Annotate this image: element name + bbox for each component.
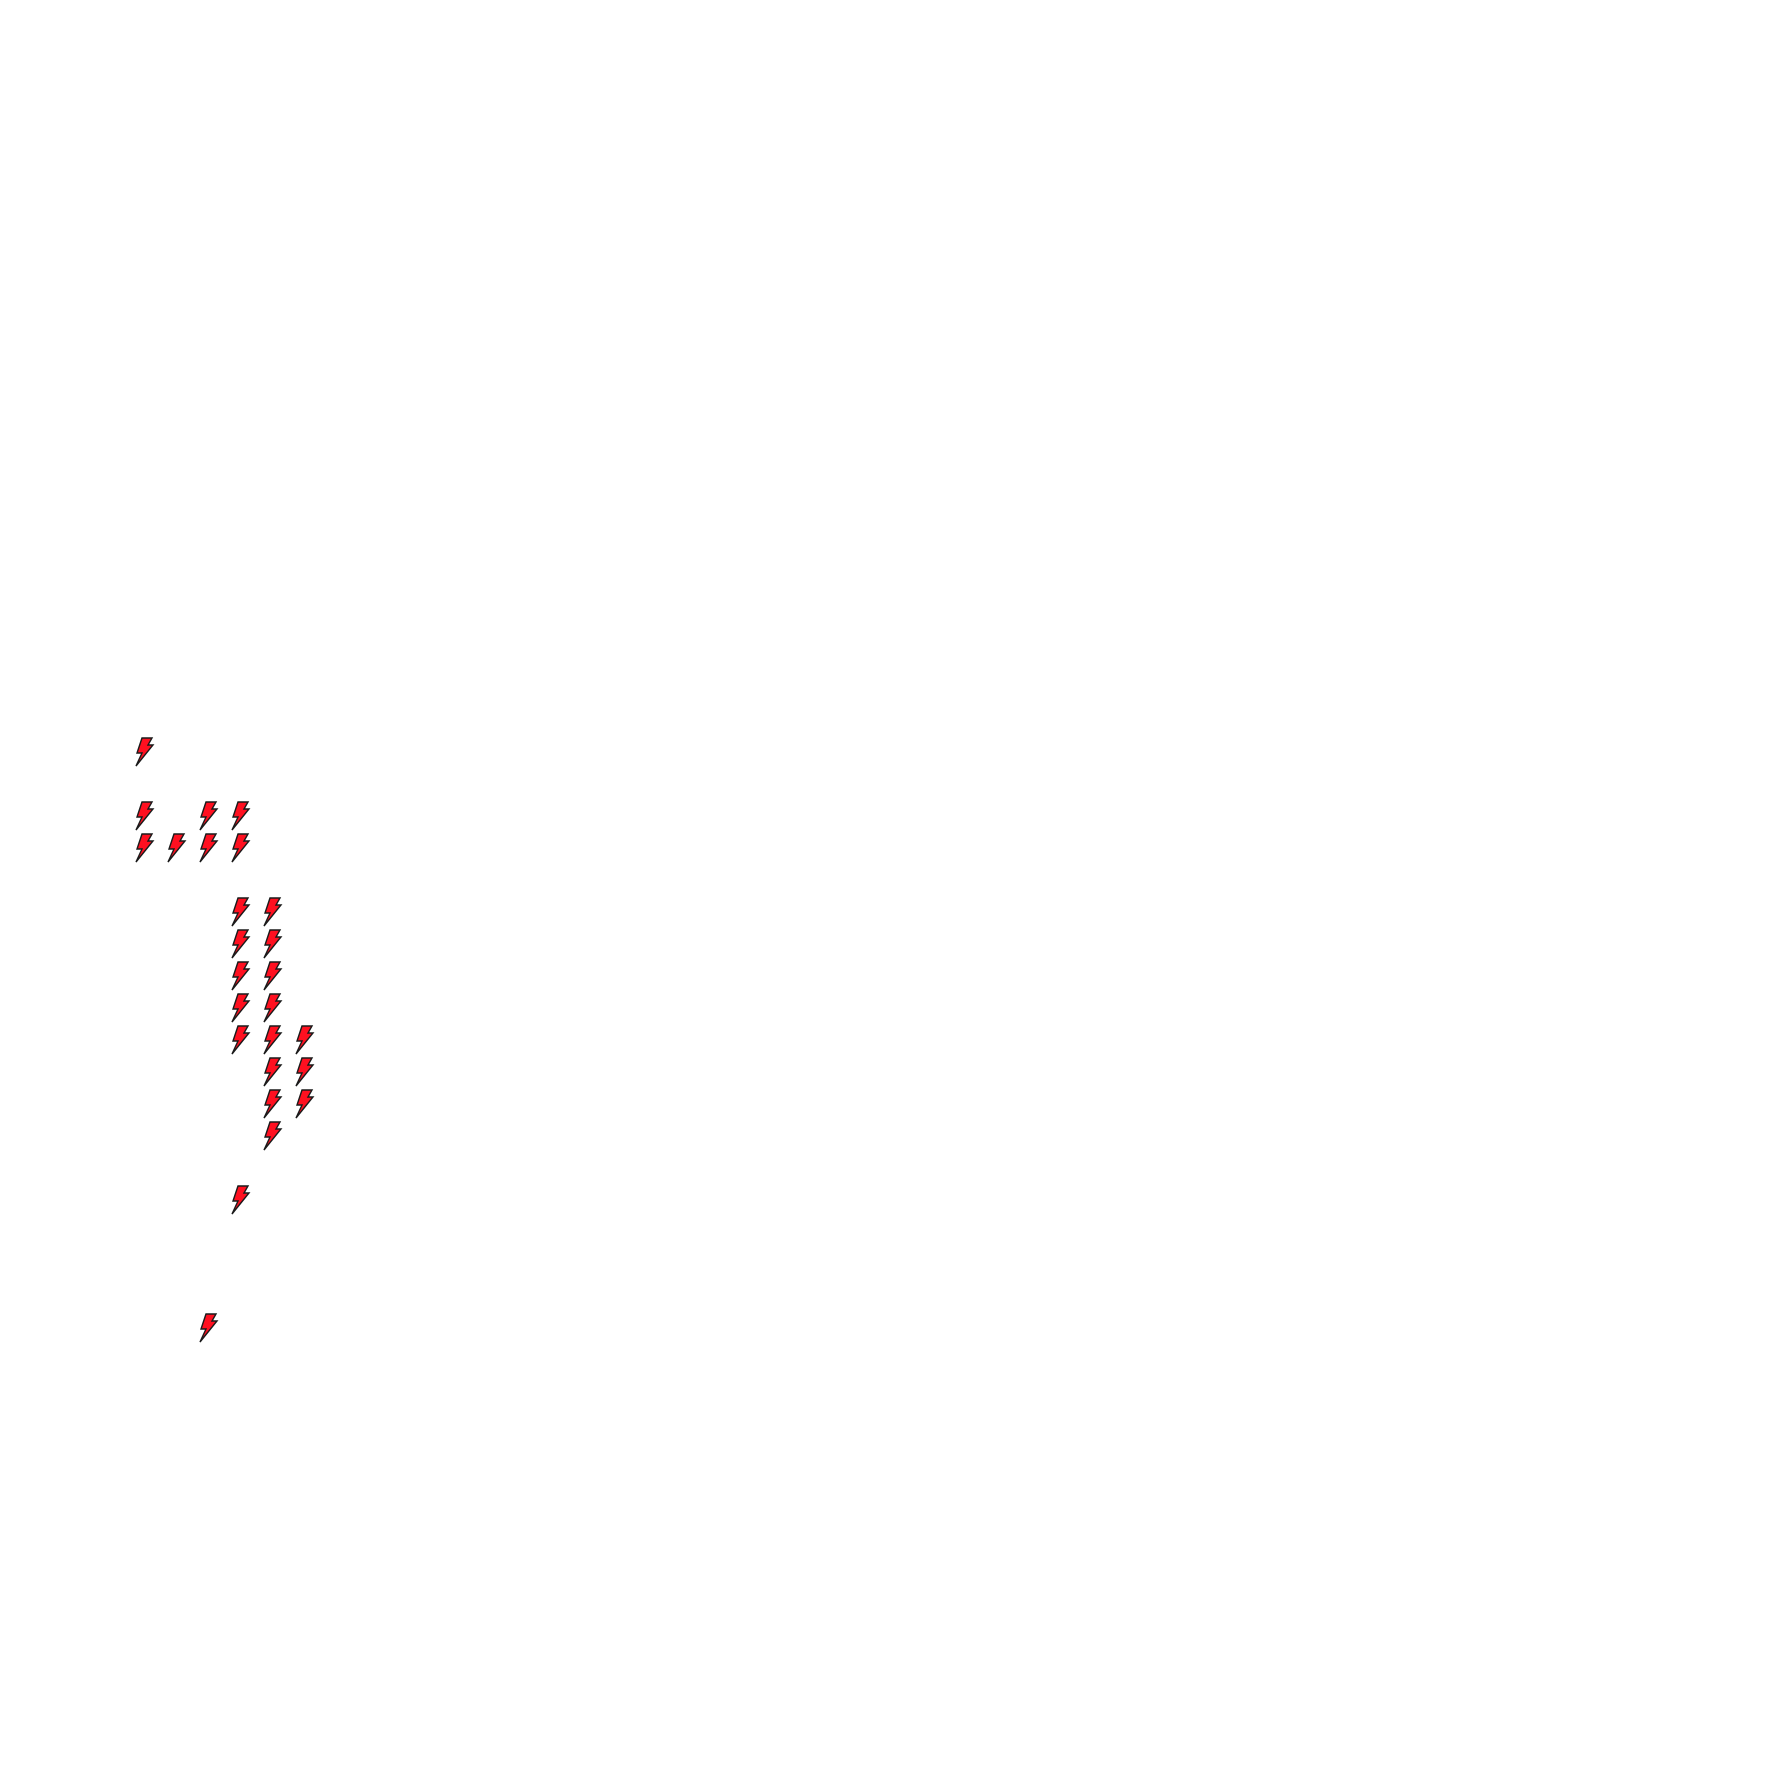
lightning-bolt-icon: [135, 737, 155, 767]
lightning-bolt-icon: [199, 833, 219, 863]
lightning-bolt-icon: [263, 1057, 283, 1087]
lightning-bolt-icon: [295, 1089, 315, 1119]
lightning-bolt-icon: [231, 961, 251, 991]
lightning-bolt-icon: [231, 993, 251, 1023]
lightning-bolt-icon: [295, 1025, 315, 1055]
lightning-bolt-icon: [231, 833, 251, 863]
lightning-bolt-icon: [231, 1185, 251, 1215]
lightning-bolt-icon: [263, 929, 283, 959]
lightning-bolt-icon: [135, 833, 155, 863]
lightning-bolt-icon: [263, 897, 283, 927]
lightning-bolt-icon: [199, 1313, 219, 1343]
lightning-bolt-icon: [263, 993, 283, 1023]
lightning-bolt-icon: [167, 833, 187, 863]
lightning-bolt-icon: [263, 1121, 283, 1151]
lightning-bolt-icon: [231, 801, 251, 831]
lightning-bolt-icon: [135, 801, 155, 831]
lightning-bolt-icon: [263, 1025, 283, 1055]
lightning-bolt-icon: [263, 961, 283, 991]
lightning-bolt-icon: [231, 897, 251, 927]
lightning-bolt-icon: [295, 1057, 315, 1087]
lightning-bolt-icon: [199, 801, 219, 831]
lightning-bolt-icon: [231, 929, 251, 959]
lightning-bolt-icon: [231, 1025, 251, 1055]
lightning-bolt-icon: [263, 1089, 283, 1119]
